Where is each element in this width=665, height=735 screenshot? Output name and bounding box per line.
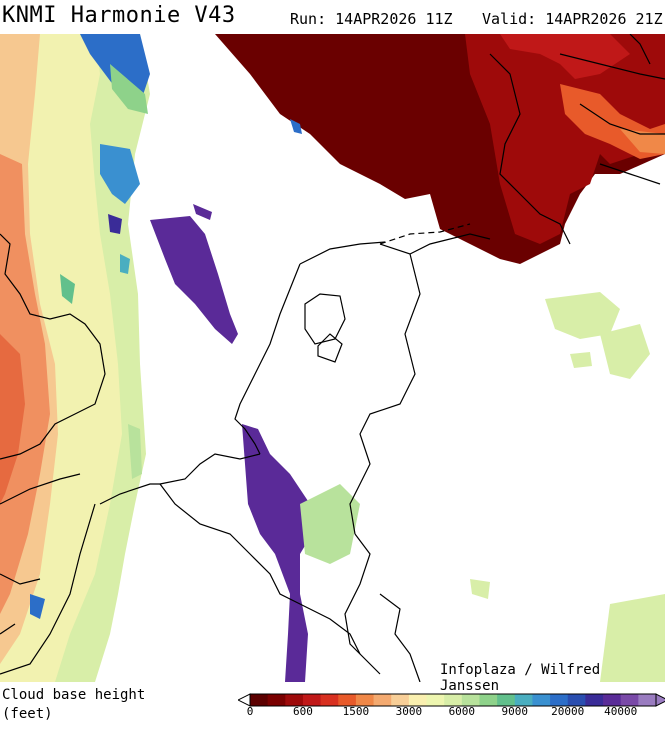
map-title: KNMI Harmonie V43 — [2, 3, 236, 28]
colorbar-swatch — [373, 694, 392, 706]
colorbar-swatch — [585, 694, 604, 706]
colorbar-swatch — [338, 694, 357, 706]
cloud-field-east — [300, 292, 665, 682]
colorbar-swatch — [497, 694, 516, 706]
colorbar-swatch — [267, 694, 286, 706]
colorbar-swatch — [620, 694, 639, 706]
valid-time: Valid: 14APR2026 21Z — [482, 10, 663, 28]
colorbar-tick-label: 1500 — [342, 705, 370, 718]
colorbar-tick-label: 600 — [293, 705, 313, 718]
colorbar-swatch — [285, 694, 304, 706]
colorbar-border — [249, 693, 657, 707]
colorbar-tick-label: 0 — [246, 705, 254, 718]
legend-unit: (feet) — [2, 706, 53, 722]
colorbar-swatch — [567, 694, 586, 706]
weather-map — [0, 34, 665, 682]
colorbar-swatch — [391, 694, 410, 706]
colorbar-swatch — [355, 694, 375, 706]
colorbar-swatch — [514, 694, 533, 706]
colorbar-swatch — [479, 694, 498, 706]
cloud-field-north-sea — [150, 216, 238, 344]
colorbar-swatch — [426, 694, 445, 706]
run-time: Run: 14APR2026 11Z — [290, 10, 453, 28]
colorbar-swatch — [603, 694, 622, 706]
cloud-field-northeast — [215, 34, 665, 264]
cloud-field-west — [0, 34, 150, 682]
colorbar-tick-label: 3000 — [395, 705, 423, 718]
colorbar-swatch — [638, 694, 657, 706]
colorbar — [238, 693, 665, 707]
colorbar-swatch — [320, 694, 339, 706]
colorbar-tick-label: 9000 — [501, 705, 529, 718]
colorbar-tick-label: 40000 — [604, 705, 638, 718]
credit-text: Infoplaza / Wilfred Janssen — [440, 662, 601, 694]
header-bar: KNMI Harmonie V43 Run: 14APR2026 11Z Val… — [0, 0, 665, 34]
legend-title: Cloud base height — [2, 687, 146, 703]
colorbar-swatch — [250, 694, 269, 706]
colorbar-tick-label: 6000 — [448, 705, 476, 718]
colorbar-swatch — [532, 694, 551, 706]
cloud-field-south-band — [242, 424, 312, 682]
colorbar-ticks: 0 600 1500 3000 6000 9000 20000 40000 — [238, 705, 665, 719]
colorbar-swatch — [550, 694, 569, 706]
colorbar-swatch — [461, 694, 480, 706]
colorbar-tick-label: 20000 — [551, 705, 585, 718]
colorbar-swatch — [408, 694, 428, 706]
coastlines — [0, 34, 665, 682]
colorbar-swatch — [302, 694, 322, 706]
colorbar-swatch — [444, 694, 463, 706]
